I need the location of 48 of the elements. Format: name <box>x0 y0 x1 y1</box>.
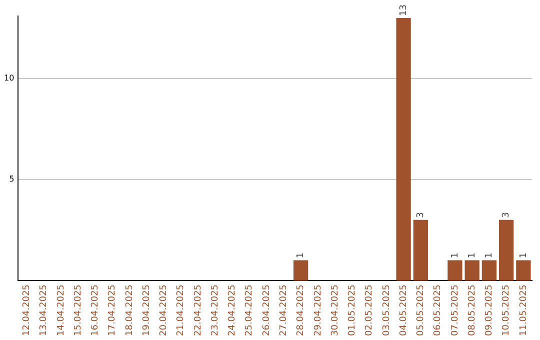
x-tick-label: 24.04.2025 <box>228 284 238 336</box>
x-tick-label: 11.05.2025 <box>518 284 529 336</box>
x-tick-label: 28.04.2025 <box>296 284 306 336</box>
bar <box>516 260 531 280</box>
x-tick-label: 07.05.2025 <box>450 284 460 336</box>
x-tick-label: 17.04.2025 <box>108 284 118 336</box>
x-tick-label: 02.05.2025 <box>364 284 375 336</box>
bar <box>396 18 411 280</box>
data-label: 3 <box>502 212 512 218</box>
bar <box>464 260 480 280</box>
x-tick-label: 09.05.2025 <box>484 284 495 336</box>
x-tick-label: 16.04.2025 <box>90 284 101 336</box>
x-tick-label: 25.04.2025 <box>244 284 255 336</box>
x-tick-label: 12.04.2025 <box>22 284 32 336</box>
data-label: 1 <box>296 252 306 258</box>
y-tick-label: 10 <box>4 74 14 83</box>
x-tick-label: 18.04.2025 <box>124 284 135 336</box>
x-tick-label: 05.05.2025 <box>416 284 426 336</box>
x-tick-label: 15.04.2025 <box>73 284 84 336</box>
x-tick-label: 30.04.2025 <box>330 284 340 336</box>
x-tick-label: 04.05.2025 <box>398 284 409 336</box>
bar <box>293 260 308 280</box>
data-label: 1 <box>450 252 460 258</box>
x-tick-label: 08.05.2025 <box>467 284 478 336</box>
y-tick-label: 5 <box>9 174 14 184</box>
data-label: 1 <box>484 252 495 258</box>
bar <box>498 220 514 280</box>
data-label: 1 <box>467 252 478 258</box>
x-tick-label: 20.04.2025 <box>159 284 170 336</box>
data-label: 3 <box>416 212 426 218</box>
x-tick-label: 21.04.2025 <box>176 284 186 336</box>
x-tick-label: 29.04.2025 <box>313 284 324 336</box>
data-label: 13 <box>398 4 409 16</box>
data-label: 1 <box>518 252 529 258</box>
x-tick-label: 26.04.2025 <box>262 284 272 336</box>
x-tick-label: 14.04.2025 <box>56 284 66 336</box>
x-tick-label: 01.05.2025 <box>348 284 358 336</box>
x-tick-label: 22.04.2025 <box>193 284 204 336</box>
x-tick-label: 19.04.2025 <box>142 284 152 336</box>
x-tick-label: 27.04.2025 <box>278 284 289 336</box>
x-tick-label: 13.04.2025 <box>39 284 50 336</box>
bar <box>448 260 462 280</box>
x-tick-label: 06.05.2025 <box>433 284 444 336</box>
x-tick-label: 23.04.2025 <box>210 284 220 336</box>
x-tick-label: 03.05.2025 <box>382 284 392 336</box>
bar <box>482 260 497 280</box>
bar <box>413 220 428 280</box>
x-tick-label: 10.05.2025 <box>502 284 512 336</box>
